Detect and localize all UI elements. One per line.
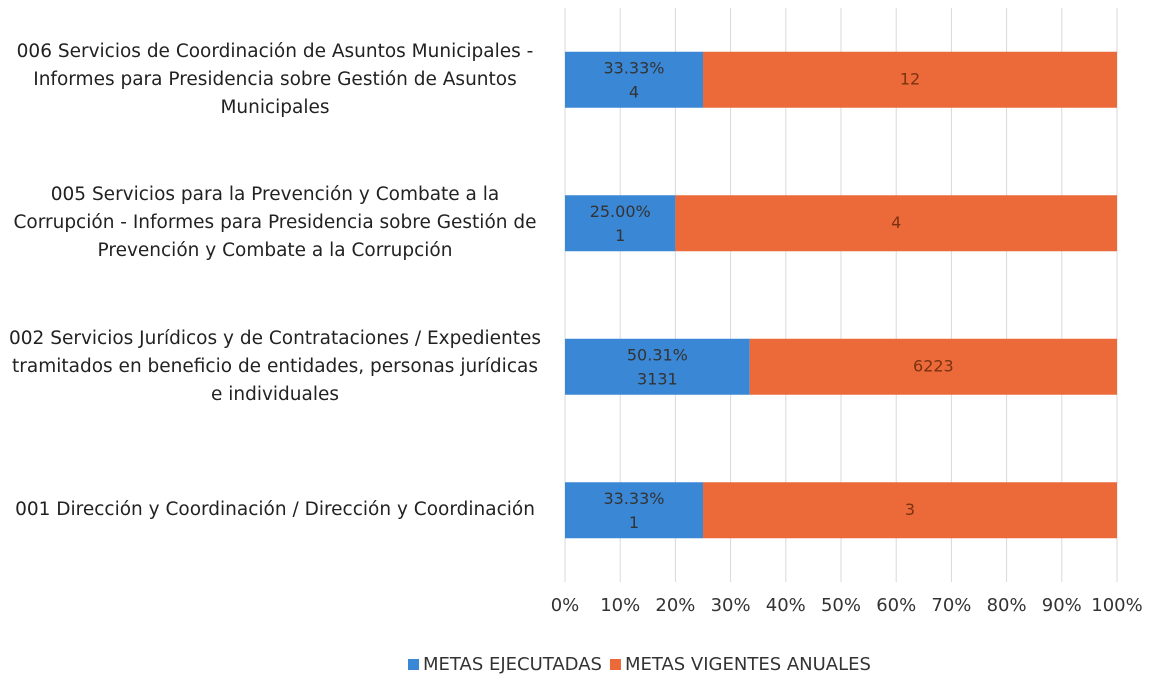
value-label: 6223	[913, 356, 954, 375]
percent-label: 33.33%	[603, 489, 664, 508]
value-label: 4	[891, 213, 901, 232]
x-tick-label: 90%	[1042, 595, 1082, 616]
x-tick-label: 60%	[876, 595, 916, 616]
bar-segment	[565, 482, 703, 539]
x-tick-label: 70%	[931, 595, 971, 616]
x-tick-label: 50%	[821, 595, 861, 616]
legend-swatch	[609, 659, 621, 670]
x-tick-label: 80%	[987, 595, 1027, 616]
category-label: 002 Servicios Jurídicos y de Contratacio…	[9, 327, 541, 405]
bar-segment	[565, 195, 676, 252]
x-tick-label: 40%	[766, 595, 806, 616]
value-label: 4	[629, 82, 639, 101]
category-label: 006 Servicios de Coordinación de Asuntos…	[16, 40, 534, 118]
value-label: 1	[615, 226, 625, 245]
value-label: 1	[629, 513, 639, 532]
percent-label: 33.33%	[603, 58, 664, 77]
category-label: 005 Servicios para la Prevención y Comba…	[13, 184, 537, 262]
value-label: 3131	[637, 369, 678, 388]
value-label: 3	[905, 500, 915, 519]
bar-segment	[675, 195, 1117, 252]
x-tick-label: 30%	[711, 595, 751, 616]
x-tick-label: 20%	[655, 595, 695, 616]
bar-segment	[703, 51, 1117, 108]
legend-swatch	[408, 659, 419, 670]
x-tick-label: 100%	[1091, 595, 1142, 616]
bar-segment	[749, 338, 1117, 395]
value-label: 12	[900, 69, 920, 88]
legend-label: METAS VIGENTES ANUALES	[625, 654, 871, 675]
x-tick-label: 10%	[600, 595, 640, 616]
percent-label: 50.31%	[627, 345, 688, 364]
bar-segment	[565, 338, 750, 395]
x-tick-label: 0%	[551, 595, 580, 616]
percent-label: 25.00%	[590, 202, 651, 221]
legend-label: METAS EJECUTADAS	[423, 654, 602, 675]
bar-segment	[703, 482, 1117, 539]
bar-segment	[565, 51, 703, 108]
category-label: 001 Dirección y Coordinación / Dirección…	[15, 499, 535, 521]
